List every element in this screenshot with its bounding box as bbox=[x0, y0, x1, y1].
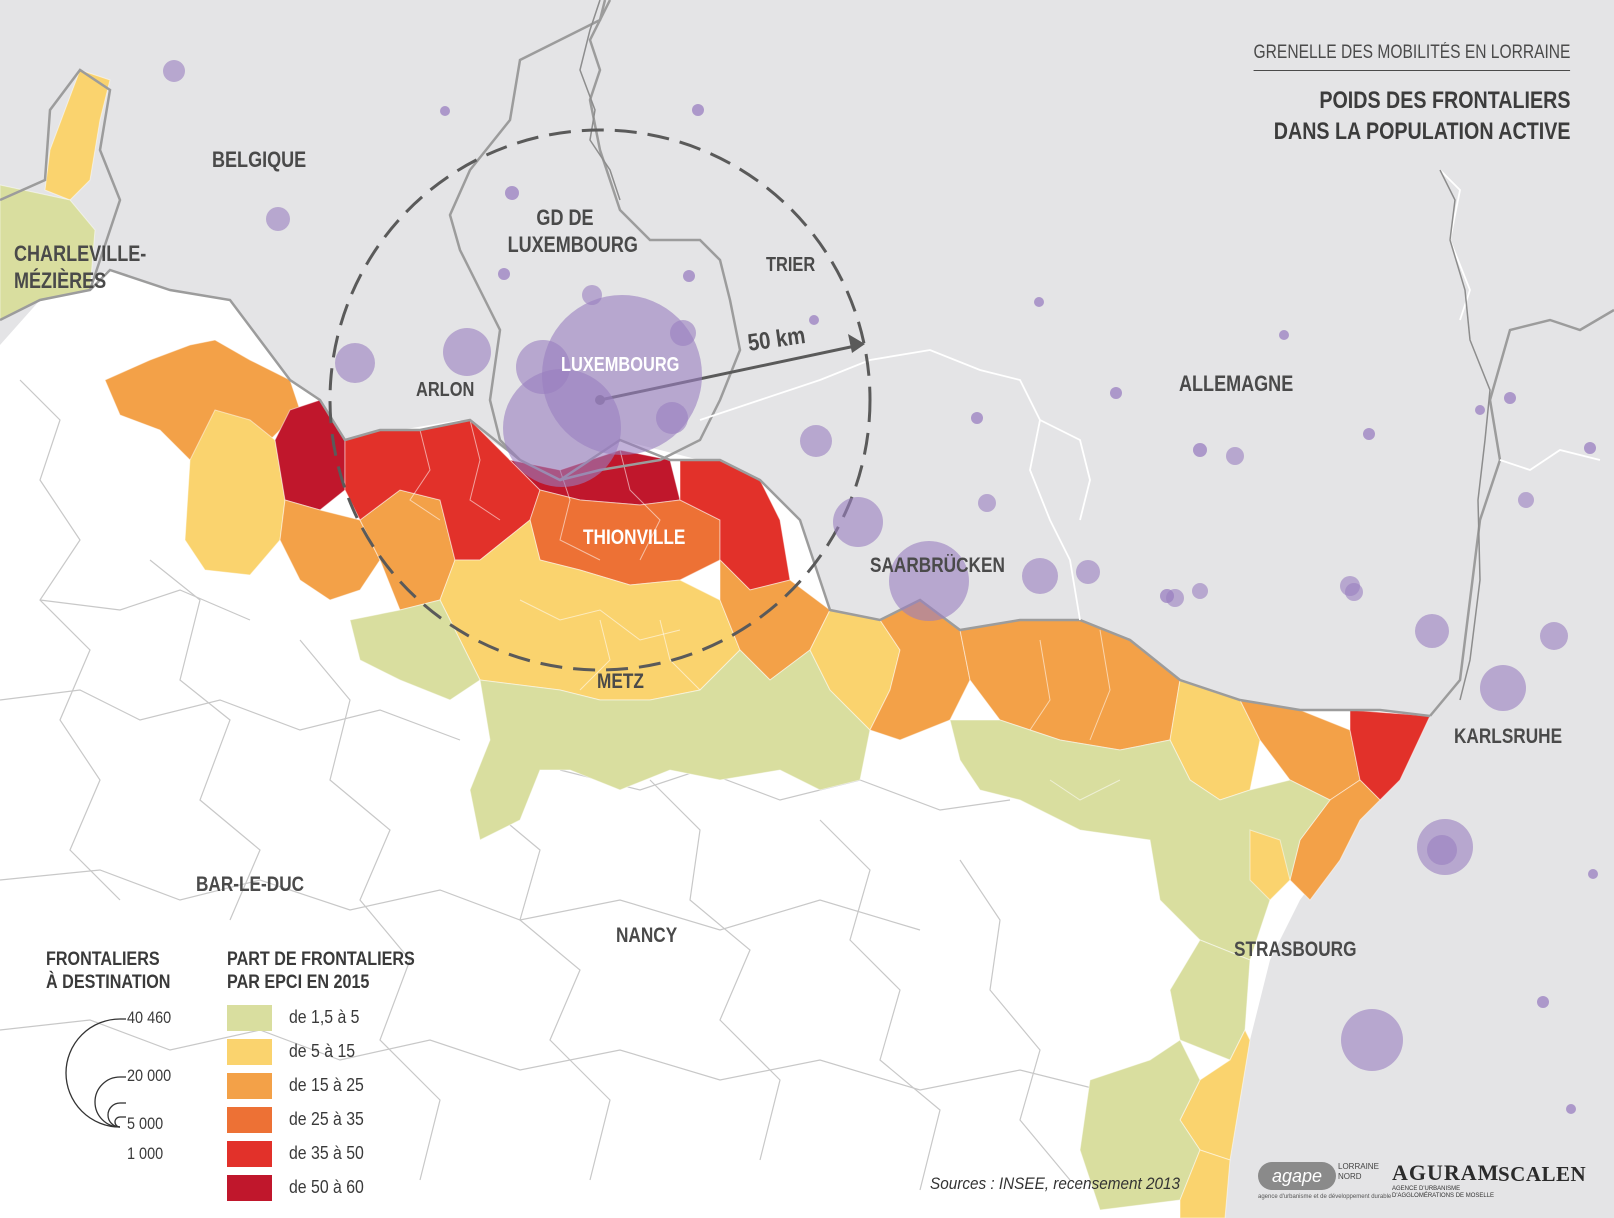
label-saarbrucken: SAARBRÜCKEN bbox=[870, 554, 1005, 577]
size-label-5000: 5 000 bbox=[127, 1114, 164, 1133]
label-luxembourg-city: LUXEMBOURG bbox=[561, 354, 680, 376]
legend-label: de 50 à 60 bbox=[289, 1177, 364, 1197]
epci-inner-boundaries bbox=[409, 419, 1121, 801]
label-charleville: CHARLEVILLE- MÉZIÈRES bbox=[14, 241, 147, 293]
size-circle-1000 bbox=[114, 1116, 121, 1128]
bubble-karlsruhe bbox=[1480, 665, 1526, 711]
sources-note: Sources : INSEE, recensement 2013 bbox=[930, 1174, 1181, 1193]
bubble-luxembourg-west bbox=[503, 369, 621, 487]
aguram-logo-mark: AGURAM bbox=[1392, 1160, 1500, 1185]
epci-sarrebourg bbox=[949, 719, 1331, 961]
map-subtitle: GRENELLE DES MOBILITÉS EN LORRAINE bbox=[1253, 42, 1570, 71]
label-gd-luxembourg: GD DE LUXEMBOURG bbox=[507, 205, 638, 257]
label-allemagne: ALLEMAGNE bbox=[1179, 371, 1294, 396]
destination-bubbles bbox=[163, 60, 1568, 1071]
legend-label: de 15 à 25 bbox=[289, 1075, 364, 1095]
legend-label: de 35 à 50 bbox=[289, 1143, 364, 1163]
size-label-20000: 20 000 bbox=[127, 1066, 172, 1085]
agape-logo-tagline: agence d'urbanisme et de développement d… bbox=[1258, 1194, 1392, 1200]
bubble-germany-5 bbox=[978, 494, 996, 512]
legend-swatch bbox=[227, 1073, 272, 1099]
epci-metz-south bbox=[469, 649, 871, 841]
label-bar-le-duc: BAR-LE-DUC bbox=[196, 873, 305, 896]
agape-logo: agape LORRAINE NORD agence d'urbanisme e… bbox=[1258, 1158, 1391, 1204]
bubble-lux-southeast bbox=[656, 402, 688, 434]
legend-label: de 25 à 35 bbox=[289, 1109, 364, 1129]
map-header: GRENELLE DES MOBILITÉS EN LORRAINE POIDS… bbox=[1184, 42, 1570, 147]
label-nancy: NANCY bbox=[616, 924, 678, 947]
radius-arrowhead bbox=[848, 334, 865, 353]
epci-molsheim bbox=[1079, 1039, 1201, 1211]
epci-south-strip bbox=[1179, 1149, 1231, 1218]
aguram-logo-sub: AGENCE D'URBANISME D'AGGLOMÉRATIONS DE M… bbox=[1392, 1186, 1495, 1199]
aguram-logo: AGURAM AGENCE D'URBANISME D'AGGLOMÉRATIO… bbox=[1392, 1160, 1499, 1200]
bubble-saarland-east bbox=[1022, 558, 1058, 594]
bubble-germany-7 bbox=[1345, 583, 1363, 601]
epci-ardennes-north bbox=[44, 69, 111, 201]
commune-boundaries bbox=[0, 379, 1101, 1191]
bubble-germany-8 bbox=[1192, 583, 1208, 599]
size-circle-5000 bbox=[107, 1102, 121, 1128]
size-legend-circles bbox=[65, 1018, 126, 1128]
bubble-inner-rastatt bbox=[1427, 835, 1457, 865]
legend-swatch bbox=[227, 1005, 272, 1031]
legend-label: de 1,5 à 5 bbox=[289, 1007, 360, 1027]
rivers bbox=[579, 0, 1491, 701]
bubble-germany-4 bbox=[1226, 447, 1244, 465]
bubble-arlon-west bbox=[335, 343, 375, 383]
bubble-saarland bbox=[833, 497, 883, 547]
german-boundaries bbox=[699, 169, 1601, 621]
legend-label: de 5 à 15 bbox=[289, 1041, 356, 1061]
agape-logo-mark: agape bbox=[1258, 1162, 1336, 1190]
bubble-lux-north bbox=[582, 285, 602, 305]
legend-swatch bbox=[227, 1175, 272, 1201]
destination-dots bbox=[440, 104, 1598, 1114]
agape-logo-side: LORRAINE NORD bbox=[1338, 1162, 1379, 1181]
map-title: POIDS DES FRONTALIERS DANS LA POPULATION… bbox=[1273, 87, 1570, 145]
bubble-belgium-2 bbox=[266, 207, 290, 231]
legend-size-title: FRONTALIERS À DESTINATION bbox=[46, 949, 171, 993]
legend-swatch bbox=[227, 1141, 272, 1167]
bubble-germany-1 bbox=[1540, 622, 1568, 650]
bubble-belgium-1 bbox=[163, 60, 185, 82]
bubble-saarbrucken bbox=[889, 541, 969, 621]
bubble-germany-6 bbox=[1518, 492, 1534, 508]
bubble-baden bbox=[1341, 1009, 1403, 1071]
label-arlon: ARLON bbox=[416, 379, 475, 401]
radius-circle bbox=[328, 128, 872, 672]
label-belgique: BELGIQUE bbox=[212, 147, 307, 172]
size-circle-20000 bbox=[94, 1076, 121, 1128]
bubble-pirmasens bbox=[1076, 560, 1100, 584]
label-thionville: THIONVILLE bbox=[583, 526, 686, 549]
label-karlsruhe: KARLSRUHE bbox=[1454, 725, 1563, 748]
size-circle-40460 bbox=[65, 1018, 121, 1128]
legend-swatch bbox=[227, 1107, 272, 1133]
label-trier: TRIER bbox=[766, 254, 816, 276]
label-strasbourg: STRASBOURG bbox=[1234, 938, 1357, 961]
legend-swatch bbox=[227, 1039, 272, 1065]
bubble-arlon-area bbox=[443, 328, 491, 376]
scalen-logo: SCALEN bbox=[1498, 1162, 1587, 1186]
bubble-trier-south bbox=[800, 425, 832, 457]
legend-share-title: PART DE FRONTALIERS PAR EPCI EN 2015 bbox=[227, 949, 415, 993]
country-borders bbox=[0, 0, 1614, 718]
size-label-40460: 40 460 bbox=[127, 1008, 172, 1027]
label-metz: METZ bbox=[597, 670, 644, 693]
bubble-lux-east bbox=[670, 320, 696, 346]
epci-saverne-pocket bbox=[1249, 829, 1291, 901]
size-label-1000: 1 000 bbox=[127, 1144, 164, 1163]
bubble-esch bbox=[516, 340, 570, 394]
bubble-karlsruhe-north bbox=[1415, 614, 1449, 648]
